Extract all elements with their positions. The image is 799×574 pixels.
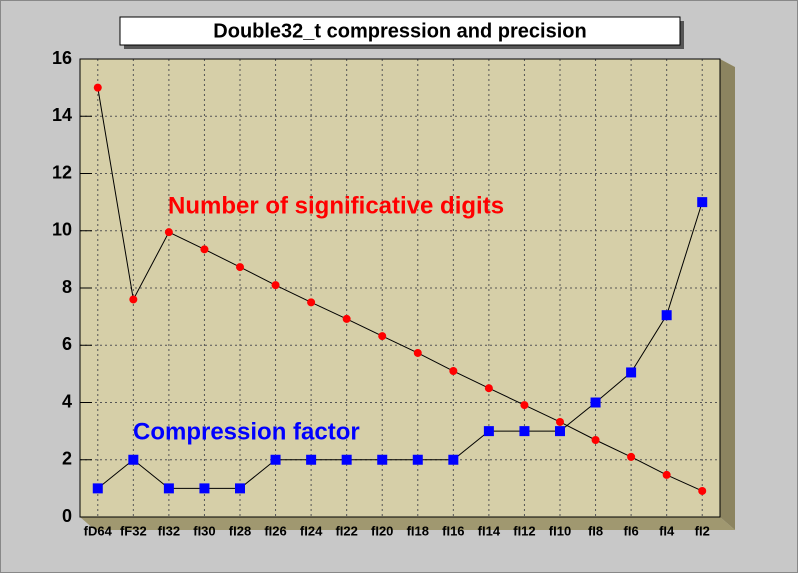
point	[270, 454, 281, 465]
x-tick-label: fF32	[120, 523, 147, 538]
title-box	[119, 16, 681, 46]
x-tick-label: fI2	[695, 523, 710, 538]
x-tick-label: fI16	[442, 523, 464, 538]
point	[626, 367, 637, 378]
x-tick-label: fI20	[371, 523, 393, 538]
point	[449, 367, 458, 376]
y-tick-label: 16	[52, 48, 72, 68]
point	[590, 397, 601, 408]
plot-border	[79, 58, 721, 518]
x-tick-label: fI12	[513, 523, 535, 538]
x-tick-label: fI24	[300, 523, 323, 538]
y-tick-label: 2	[62, 449, 72, 469]
point	[306, 454, 317, 465]
point	[199, 483, 210, 494]
point	[413, 348, 422, 357]
point	[164, 228, 173, 237]
x-tick-label: fI6	[624, 523, 639, 538]
point	[342, 314, 351, 323]
y-tick-label: 4	[62, 391, 72, 411]
point	[662, 470, 671, 479]
x-tick-label: fI30	[193, 523, 215, 538]
point	[484, 384, 493, 393]
series-annotation: Compression factor	[133, 418, 360, 445]
point	[378, 332, 387, 341]
x-tick-label: fD64	[84, 523, 113, 538]
point	[377, 454, 388, 465]
x-tick-label: fI28	[229, 523, 251, 538]
point	[92, 483, 103, 494]
x-tick-label: fI10	[549, 523, 571, 538]
point	[271, 281, 280, 290]
point	[307, 298, 316, 307]
series-line	[97, 87, 703, 492]
point	[519, 426, 530, 437]
series-line	[97, 201, 703, 489]
point	[661, 310, 672, 321]
point	[128, 454, 139, 465]
x-tick-label: fI32	[158, 523, 180, 538]
x-tick-label: fI18	[407, 523, 429, 538]
frame-right-bevel	[720, 59, 735, 530]
point	[591, 435, 600, 444]
chart-title: Double32_t compression and precision	[213, 20, 586, 42]
point	[236, 263, 244, 272]
y-tick-label: 10	[52, 220, 72, 240]
point	[483, 426, 494, 437]
y-tick-label: 14	[52, 105, 72, 125]
y-tick-label: 6	[62, 334, 72, 354]
point	[627, 452, 636, 461]
point	[235, 483, 245, 494]
point	[697, 197, 708, 208]
point	[555, 426, 565, 437]
point	[448, 454, 459, 465]
point	[93, 83, 102, 92]
point	[698, 486, 707, 495]
x-tick-label: fI22	[335, 523, 357, 538]
point	[520, 401, 529, 410]
y-tick-label: 12	[52, 162, 72, 182]
x-tick-label: fI4	[659, 523, 675, 538]
frame-bottom-bevel	[80, 517, 735, 530]
point	[341, 454, 352, 465]
point	[412, 454, 423, 465]
x-tick-label: fI8	[588, 523, 603, 538]
point	[163, 483, 174, 494]
x-tick-label: fI14	[478, 523, 501, 538]
series-annotation: Number of significative digits	[168, 192, 504, 219]
point	[200, 245, 209, 254]
y-tick-label: 0	[62, 506, 72, 526]
y-tick-label: 8	[62, 277, 72, 297]
x-tick-label: fI26	[264, 523, 286, 538]
point	[129, 295, 138, 304]
point	[556, 417, 564, 426]
